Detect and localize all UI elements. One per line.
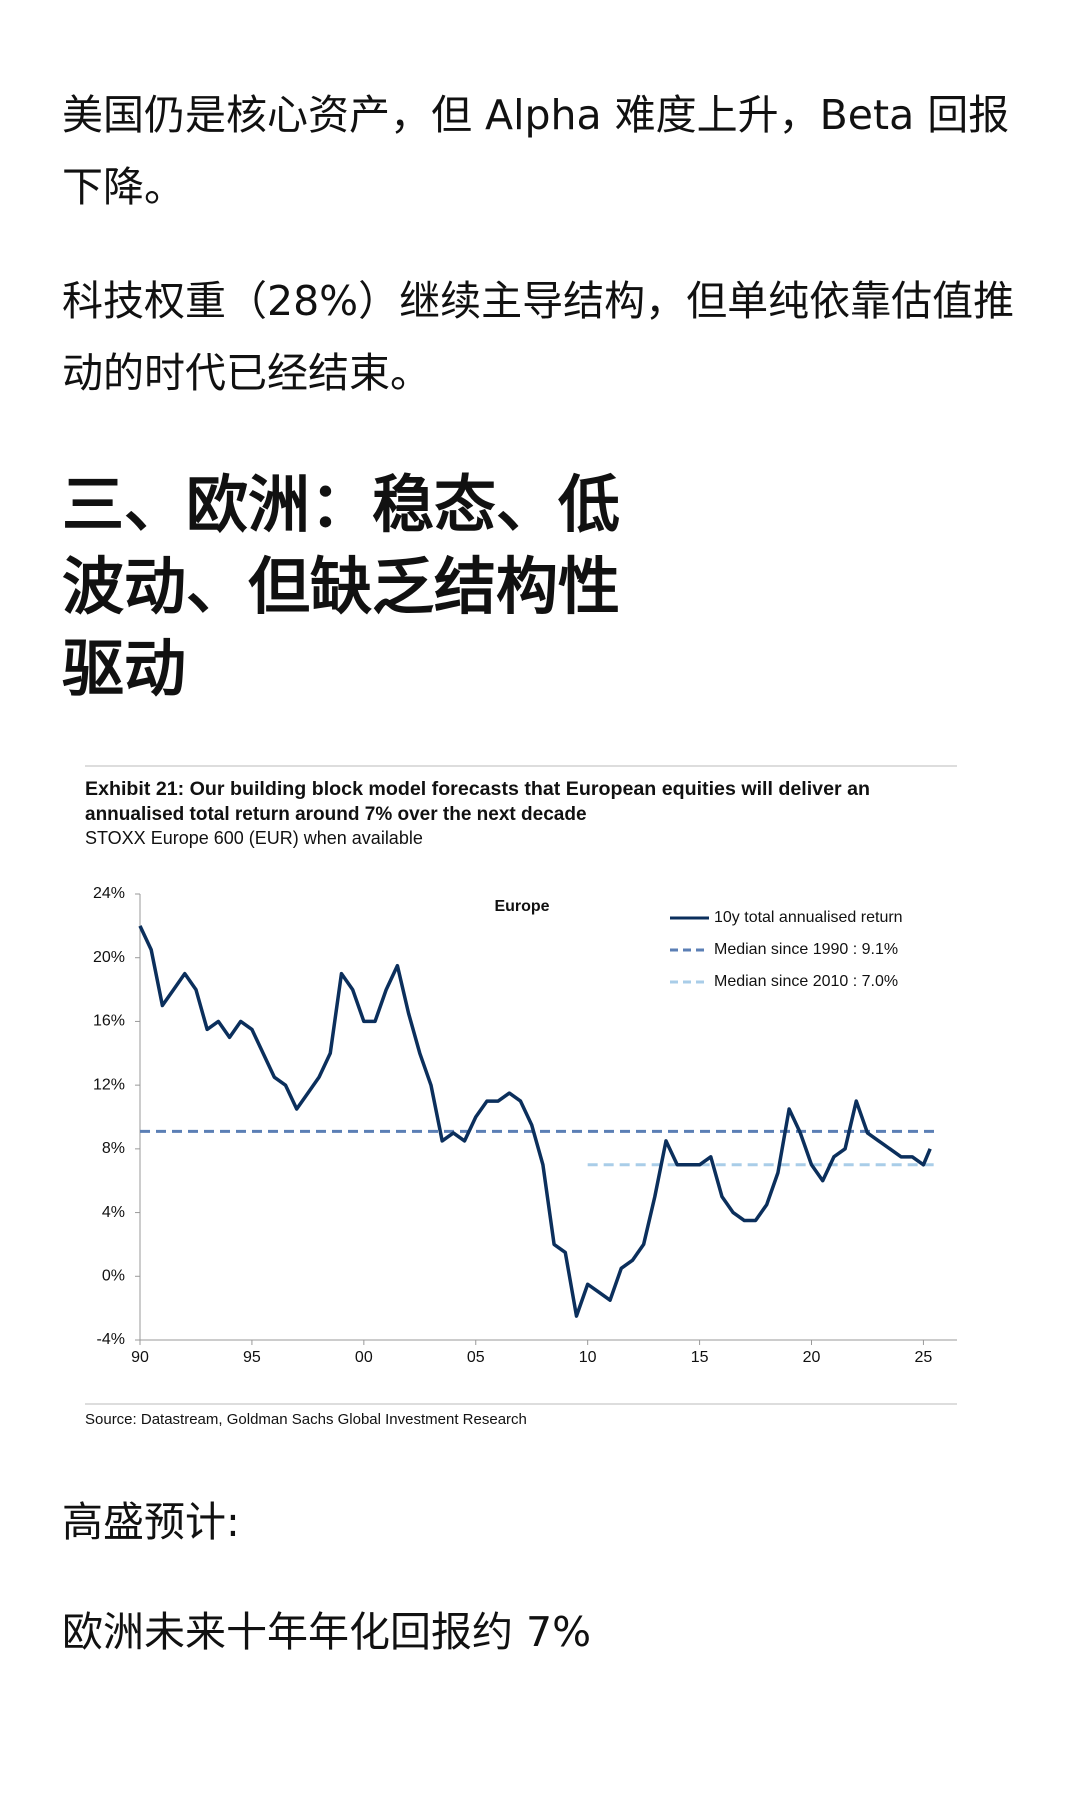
y-tick-label: 0% <box>102 1268 125 1285</box>
x-tick-label: 90 <box>131 1349 149 1366</box>
paragraph: 欧洲未来十年年化回报约 7% <box>62 1608 592 1656</box>
legend-label: Median since 1990 : 9.1% <box>714 941 898 958</box>
paragraph: 美国仍是核心资产，但 Alpha 难度上升，Beta 回报下降。 <box>62 91 1010 211</box>
y-tick-label: 20% <box>93 949 125 966</box>
y-tick-label: 24% <box>93 885 125 902</box>
annotation: Europe <box>494 898 549 915</box>
y-tick-label: -4% <box>97 1331 125 1348</box>
legend-label: Median since 2010 : 7.0% <box>714 973 898 990</box>
chart-title: Exhibit 21: Our building block model for… <box>85 779 870 800</box>
chart: Exhibit 21: Our building block model for… <box>85 765 957 1428</box>
chart-title: annualised total return around 7% over t… <box>85 804 587 825</box>
paragraph: 高盛预计: <box>62 1498 240 1546</box>
x-tick-label: 05 <box>467 1349 485 1366</box>
x-tick-label: 20 <box>803 1349 821 1366</box>
paragraph: 科技权重（28%）继续主导结构，但单纯依靠估值推动的时代已经结束。 <box>62 277 1015 397</box>
x-tick-label: 10 <box>579 1349 597 1366</box>
x-tick-label: 25 <box>915 1349 933 1366</box>
legend-label: 10y total annualised return <box>714 909 903 926</box>
source: Source: Datastream, Goldman Sachs Global… <box>85 1411 527 1428</box>
y-tick-label: 16% <box>93 1013 125 1030</box>
y-tick-label: 12% <box>93 1076 125 1093</box>
x-tick-label: 95 <box>243 1349 261 1366</box>
x-tick-label: 00 <box>355 1349 373 1366</box>
series-line <box>138 925 932 1318</box>
y-tick-label: 4% <box>102 1204 125 1221</box>
x-tick-label: 15 <box>691 1349 709 1366</box>
chart-subtitle: STOXX Europe 600 (EUR) when available <box>85 828 423 848</box>
y-tick-label: 8% <box>102 1140 125 1157</box>
heading: 三、欧洲：稳态、低波动、但缺乏结构性驱动 <box>62 468 621 705</box>
